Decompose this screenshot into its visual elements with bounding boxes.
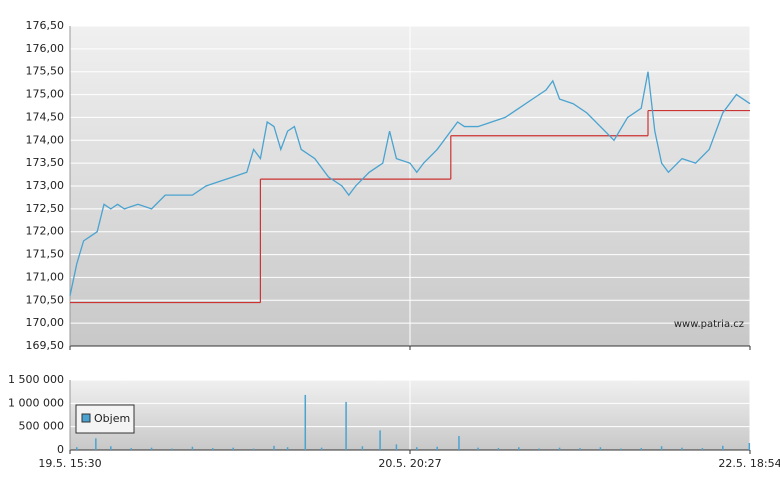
y-tick-label: 172,00 xyxy=(26,225,65,238)
y-tick-label: 1 500 000 xyxy=(8,373,64,386)
y-tick-label: 171,50 xyxy=(26,248,65,261)
y-tick-label: 172,50 xyxy=(26,202,65,215)
y-tick-label: 176,50 xyxy=(26,19,65,32)
y-tick-label: 174,00 xyxy=(26,133,65,146)
x-tick-label: 20.5. 20:27 xyxy=(378,457,441,470)
y-tick-label: 500 000 xyxy=(19,420,65,433)
y-tick-label: 174,50 xyxy=(26,110,65,123)
y-tick-label: 171,00 xyxy=(26,270,65,283)
x-tick-label: 19.5. 15:30 xyxy=(38,457,101,470)
y-tick-label: 0 xyxy=(57,443,64,456)
y-tick-label: 173,00 xyxy=(26,179,65,192)
watermark: www.patria.cz xyxy=(674,319,744,330)
y-tick-label: 170,50 xyxy=(26,293,65,306)
y-tick-label: 1 000 000 xyxy=(8,396,64,409)
legend-swatch xyxy=(81,413,91,423)
legend: Objem xyxy=(75,404,135,434)
legend-label: Objem xyxy=(94,412,130,425)
price-line xyxy=(69,71,751,296)
y-tick-label: 173,50 xyxy=(26,156,65,169)
y-tick-label: 175,00 xyxy=(26,88,65,101)
y-tick-label: 169,50 xyxy=(26,339,65,352)
y-tick-label: 176,00 xyxy=(26,42,65,55)
x-tick-label: 22.5. 18:54 xyxy=(718,457,780,470)
y-tick-label: 175,50 xyxy=(26,65,65,78)
y-tick-label: 170,00 xyxy=(26,316,65,329)
